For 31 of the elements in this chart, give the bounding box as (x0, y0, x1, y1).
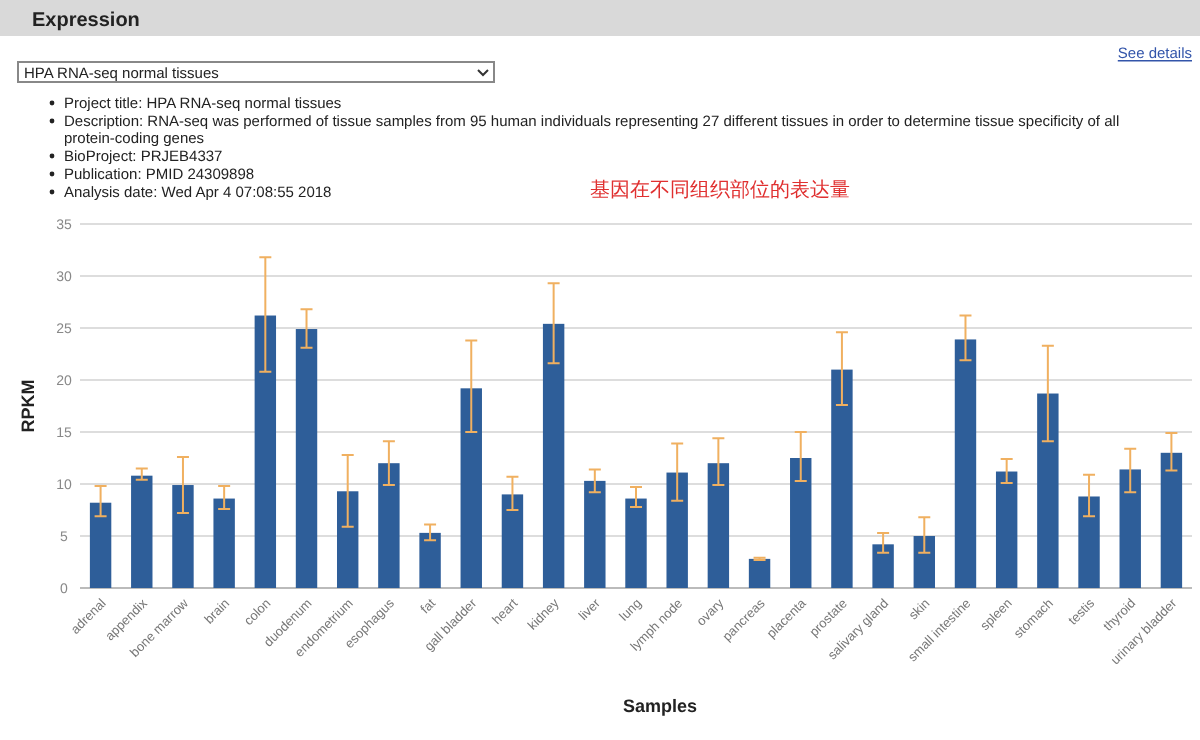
bar (213, 498, 235, 588)
text: 基因在不同组织部位的表达量 (590, 178, 850, 202)
bar (954, 339, 977, 588)
bar (1160, 452, 1183, 588)
bar (419, 532, 441, 588)
bar (1119, 469, 1141, 588)
y-axis-title: RPKM (18, 379, 38, 433)
bar (748, 558, 771, 588)
bar (1037, 393, 1059, 588)
bar (872, 544, 894, 588)
bar (89, 502, 112, 588)
chart-title: Expression (32, 10, 140, 32)
bar (790, 458, 812, 588)
bar (254, 315, 277, 588)
bar (666, 472, 688, 588)
bar (625, 498, 647, 588)
bar (995, 471, 1018, 588)
bar (378, 463, 400, 588)
bar (1078, 496, 1100, 588)
x-axis-title: Samples (622, 696, 698, 716)
bar (337, 491, 359, 588)
bar (584, 480, 606, 588)
bar (131, 475, 153, 588)
bar (913, 536, 935, 588)
bar (501, 494, 524, 588)
bar (831, 369, 853, 588)
bar (707, 463, 730, 588)
bar (295, 329, 318, 588)
bar (542, 323, 565, 588)
bar (460, 388, 482, 588)
bar (172, 485, 194, 588)
